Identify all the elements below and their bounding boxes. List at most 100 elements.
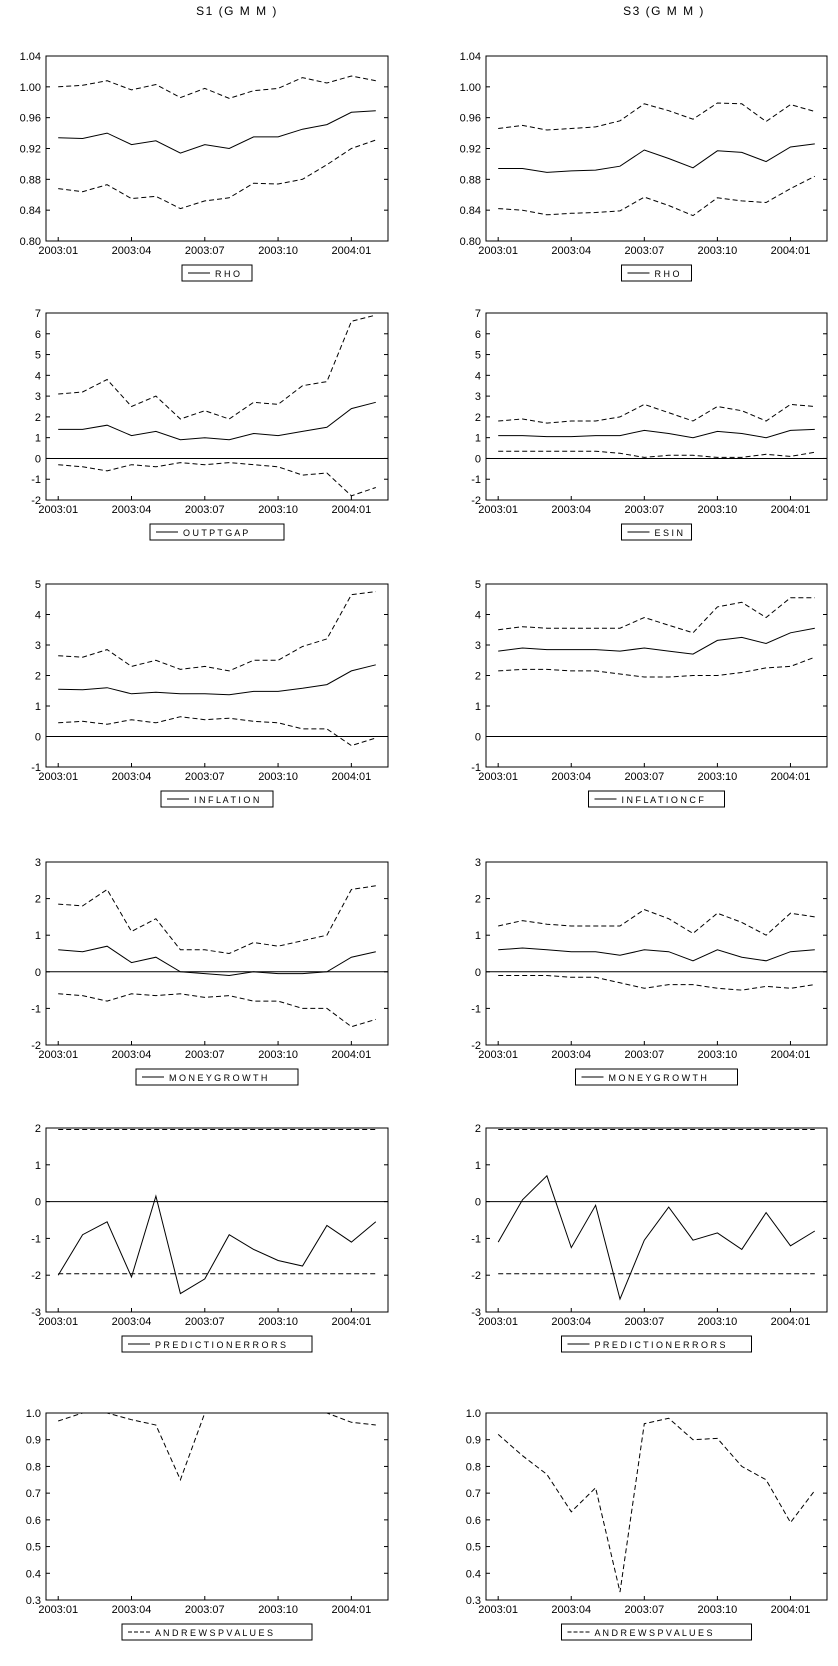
column-title-s3: S3 (G M M ) [623, 4, 705, 18]
x-tick-label: 2004:01 [771, 1316, 811, 1328]
y-tick-label: 0.88 [460, 174, 481, 186]
panel-s3-rho: 0.80 0.84 0.88 0.92 0.96 1.00 1.04 2003:01 2003:… [460, 51, 828, 282]
legend-box [561, 1335, 752, 1353]
x-tick-label: 2004:01 [331, 245, 371, 257]
legend-label: M O N E Y G R O W T H [169, 1073, 267, 1083]
y-tick-label: 3 [35, 857, 41, 869]
x-tick-label: 2003:10 [698, 1316, 738, 1328]
x-tick-label: 2003:10 [258, 504, 298, 516]
x-tick-label: 2003:01 [38, 1316, 78, 1328]
legend-label: I N F L A T I O N [194, 795, 259, 805]
series-estimate-line [498, 428, 815, 439]
y-tick-label: 0.6 [466, 1515, 481, 1527]
series-estimate-line [498, 143, 815, 173]
legend-box [181, 264, 253, 282]
legend-box [588, 790, 725, 808]
x-tick-label: 2003:04 [551, 1049, 591, 1061]
x-tick-label: 2003:01 [478, 1049, 518, 1061]
x-tick-label: 2004:01 [331, 1049, 371, 1061]
plot-frame [45, 583, 389, 768]
y-tick-label: 5 [475, 579, 481, 591]
series-estimate-line [498, 627, 815, 655]
legend-box [135, 1068, 299, 1086]
x-tick-label: 2003:07 [624, 1316, 664, 1328]
y-tick-label: 0.96 [460, 113, 481, 125]
panel-s3-inflation-cf: -1 0 1 2 3 4 5 2003:01 2003:04 2003:07 2003:10 2004… [471, 579, 828, 808]
y-tick-label: 0.80 [460, 236, 481, 248]
y-tick-label: 0.5 [26, 1542, 41, 1554]
y-tick-label: 1.04 [460, 51, 481, 63]
x-tick-label: 2003:04 [112, 771, 152, 783]
y-tick-label: -1 [31, 762, 41, 774]
legend: I N F L A T I O N [160, 790, 274, 808]
y-tick-label: 4 [475, 370, 481, 382]
y-tick-label: 5 [35, 579, 41, 591]
y-tick-label: -2 [31, 1040, 41, 1052]
y-tick-label: 2 [475, 1123, 481, 1135]
x-tick-label: 2003:04 [112, 245, 152, 257]
x-tick-label: 2004:01 [771, 1049, 811, 1061]
y-tick-label: 2 [475, 671, 481, 683]
y-tick-label: -1 [471, 762, 481, 774]
y-tick-label: 1.04 [20, 51, 41, 63]
x-tick-label: 2003:10 [698, 504, 738, 516]
legend: R H O [181, 264, 253, 282]
y-tick-label: 0.8 [26, 1461, 41, 1473]
x-tick-label: 2003:04 [112, 1049, 152, 1061]
y-tick-label: 0.84 [460, 205, 481, 217]
x-tick-label: 2004:01 [771, 504, 811, 516]
x-tick-label: 2003:04 [551, 1316, 591, 1328]
plot-frame [45, 1412, 389, 1601]
plot-frame [485, 861, 828, 1046]
x-tick-label: 2004:01 [331, 1316, 371, 1328]
series-band-line [58, 1412, 376, 1482]
column-title-s1: S1 (G M M ) [196, 4, 278, 18]
x-tick-label: 2003:04 [551, 504, 591, 516]
series-band-line [498, 102, 815, 131]
y-tick-label: -1 [31, 1003, 41, 1015]
y-tick-label: 0.9 [466, 1435, 481, 1447]
y-tick-label: 3 [35, 640, 41, 652]
y-tick-label: 1 [35, 433, 41, 445]
legend-box [621, 264, 692, 282]
series-band-line [58, 993, 376, 1028]
y-tick-label: -1 [471, 1003, 481, 1015]
panel-s1-inflation: -1 0 1 2 3 4 5 2003:01 2003:04 2003:07 2003:10 2004… [31, 579, 389, 808]
legend-box [121, 1335, 313, 1353]
x-tick-label: 2003:04 [112, 1604, 152, 1616]
legend-label: M O N E Y G R O W T H [609, 1073, 707, 1083]
x-tick-label: 2003:01 [478, 245, 518, 257]
legend-box [621, 523, 692, 541]
y-tick-label: 2 [35, 671, 41, 683]
y-tick-label: -2 [31, 1270, 41, 1282]
y-tick-label: 6 [35, 329, 41, 341]
y-tick-label: 4 [35, 370, 41, 382]
x-tick-label: 2004:01 [771, 245, 811, 257]
x-tick-label: 2003:10 [258, 1049, 298, 1061]
legend: E S I N [621, 523, 692, 541]
x-tick-label: 2003:04 [112, 1316, 152, 1328]
series-band-line [58, 591, 376, 672]
legend-label: A N D R E W S P V A L U E S [595, 1628, 713, 1638]
series-band-line [498, 450, 815, 458]
y-tick-label: 0 [35, 1197, 41, 1209]
legend-box [575, 1068, 738, 1086]
legend: M O N E Y G R O W T H [575, 1068, 738, 1086]
y-tick-label: 0.92 [20, 144, 41, 156]
y-tick-label: 0.7 [466, 1488, 481, 1500]
x-tick-label: 2003:04 [551, 245, 591, 257]
y-tick-label: 0 [475, 453, 481, 465]
y-tick-label: 4 [35, 610, 41, 622]
y-tick-label: 0 [475, 967, 481, 979]
series-estimate-line [58, 110, 376, 154]
x-tick-label: 2003:07 [185, 504, 225, 516]
y-tick-label: -1 [471, 474, 481, 486]
y-tick-label: 4 [475, 610, 481, 622]
series-band-line [498, 656, 815, 678]
plot-frame [45, 861, 389, 1046]
series-band-line [498, 909, 815, 936]
series-band-line [58, 75, 376, 99]
legend: P R E D I C T I O N E R R O R S [561, 1335, 752, 1353]
x-tick-label: 2003:07 [624, 1049, 664, 1061]
